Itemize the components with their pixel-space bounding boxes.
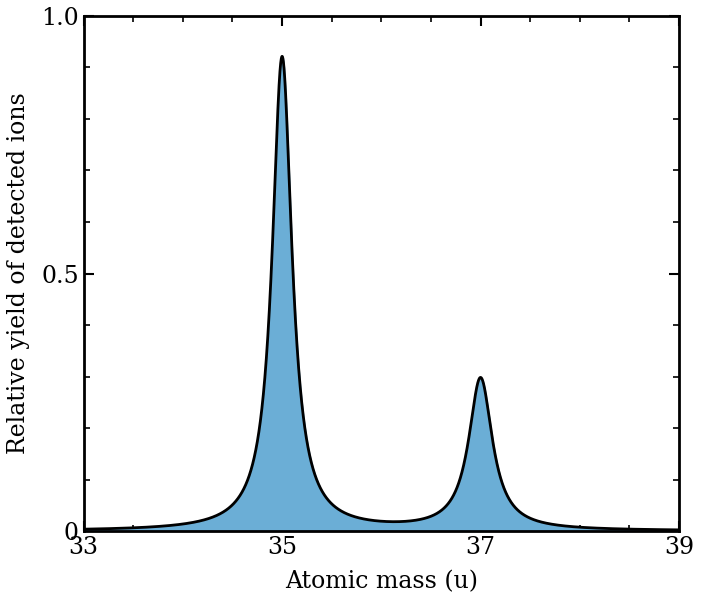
X-axis label: Atomic mass (u): Atomic mass (u) [285, 570, 478, 593]
Y-axis label: Relative yield of detected ions: Relative yield of detected ions [7, 92, 30, 454]
